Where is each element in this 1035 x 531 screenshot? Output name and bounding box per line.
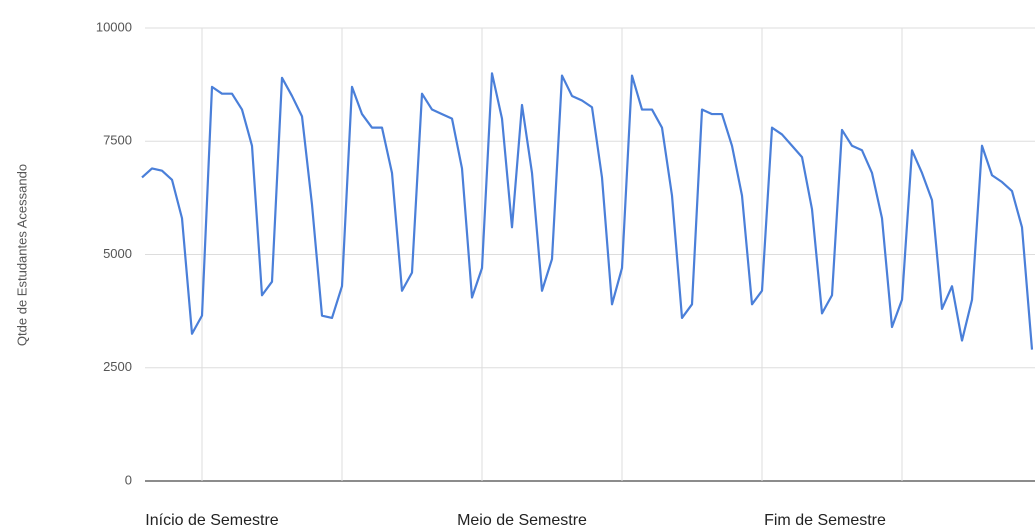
data-line [141, 72, 1034, 350]
y-tick-label: 0 [125, 472, 132, 487]
y-axis-label: Qtde de Estudantes Acessando [14, 164, 29, 346]
x-annotation: Fim de Semestre [764, 512, 886, 529]
y-tick-label: 7500 [103, 133, 132, 148]
y-tick-label: 2500 [103, 359, 132, 374]
x-annotation: Meio de Semestre [457, 512, 587, 529]
x-annotation: Início de Semestre [145, 512, 279, 529]
y-tick-label: 10000 [96, 19, 132, 34]
y-tick-label: 5000 [103, 246, 132, 261]
